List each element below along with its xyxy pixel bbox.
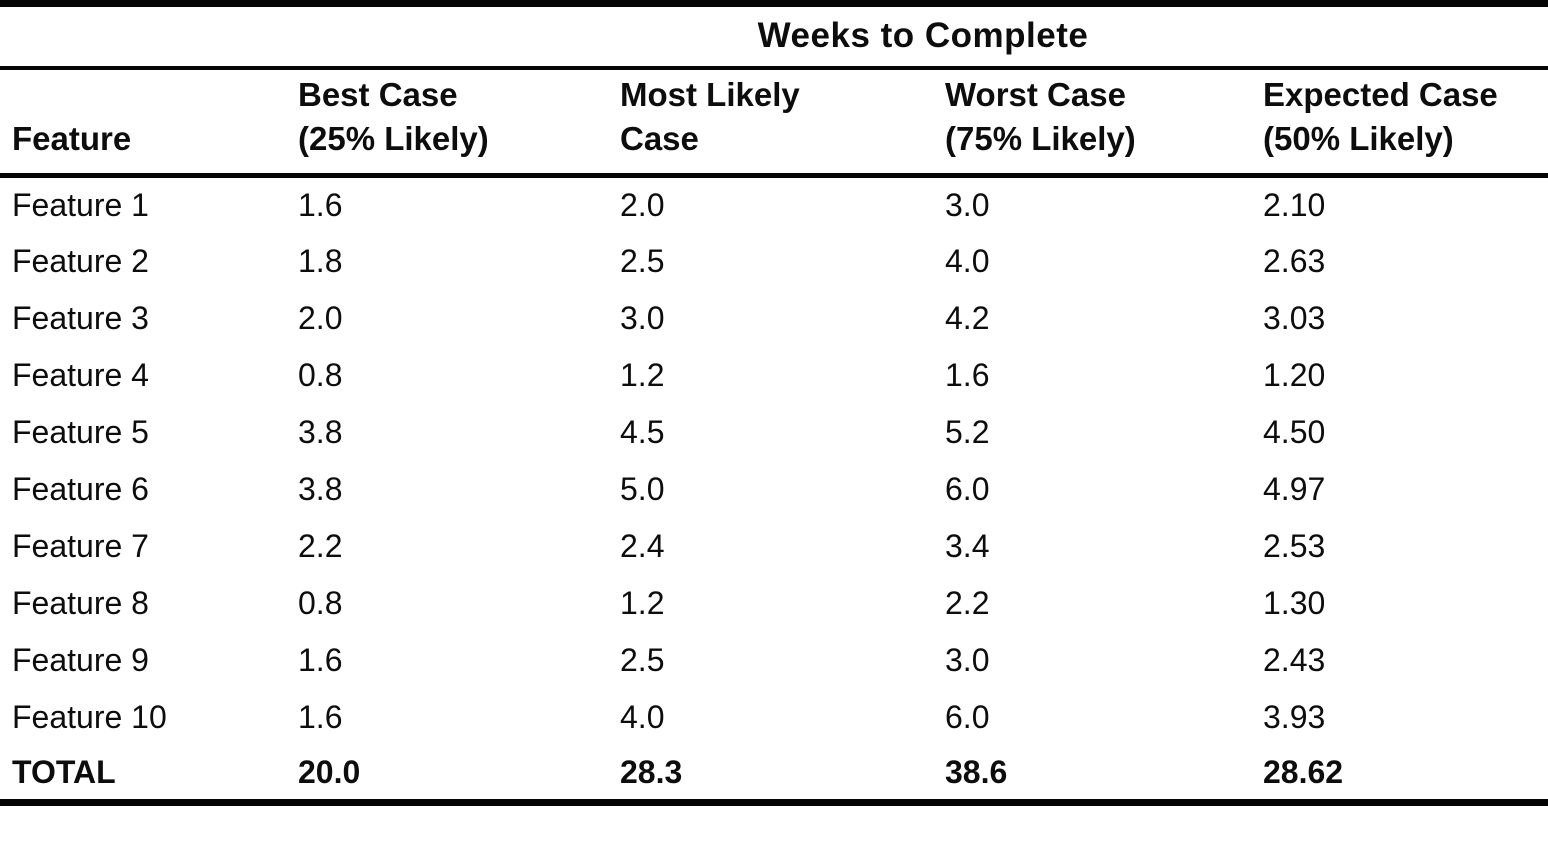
feature-cell: Feature 2	[12, 242, 149, 279]
most-likely-case-cell: 2.5	[620, 641, 665, 678]
best-case-cell: 3.8	[298, 470, 343, 507]
table-row: Feature 8 0.8 1.2 2.2 1.30	[0, 575, 1548, 632]
column-header-line: Most Likely	[620, 76, 800, 113]
feature-cell: Feature 6	[12, 470, 149, 507]
worst-case-cell: 6.0	[945, 470, 990, 507]
most-likely-case-cell: 2.4	[620, 527, 665, 564]
worst-case-cell: 38.6	[945, 745, 1263, 806]
spanning-header-spacer	[0, 3, 298, 70]
weeks-to-complete-table: Weeks to Complete Feature Best Case (25%…	[0, 0, 1548, 806]
most-likely-case-cell: 28.3	[620, 745, 945, 806]
column-header-line: Best Case	[298, 76, 458, 113]
best-case-cell: 20.0	[298, 745, 620, 806]
expected-case-cell: 2.63	[1263, 242, 1326, 279]
most-likely-case-cell: 3.0	[620, 299, 665, 336]
most-likely-case-cell: 1.2	[620, 356, 665, 393]
worst-case-cell: 5.2	[945, 413, 990, 450]
expected-case-cell: 1.20	[1263, 356, 1326, 393]
table-row: Feature 2 1.8 2.5 4.0 2.63	[0, 233, 1548, 290]
expected-case-cell: 2.10	[1263, 186, 1326, 223]
table-row: Feature 10 1.6 4.0 6.0 3.93	[0, 689, 1548, 746]
feature-cell: Feature 4	[12, 356, 149, 393]
feature-cell: Feature 1	[12, 186, 149, 223]
most-likely-case-cell: 4.5	[620, 413, 665, 450]
expected-case-cell: 3.93	[1263, 698, 1326, 735]
column-header-line: Case	[620, 120, 699, 157]
column-header-expected-case: Expected Case (50% Likely)	[1263, 67, 1548, 178]
feature-cell: Feature 5	[12, 413, 149, 450]
worst-case-cell: 4.2	[945, 299, 990, 336]
total-row: TOTAL 20.0 28.3 38.6 28.62	[0, 745, 1548, 806]
most-likely-case-cell: 1.2	[620, 584, 665, 621]
feature-cell: TOTAL	[0, 745, 298, 806]
worst-case-cell: 3.4	[945, 527, 990, 564]
table-row: Feature 9 1.6 2.5 3.0 2.43	[0, 632, 1548, 689]
table-title: Weeks to Complete	[298, 3, 1548, 70]
feature-cell: Feature 7	[12, 527, 149, 564]
most-likely-case-cell: 2.5	[620, 242, 665, 279]
best-case-cell: 0.8	[298, 584, 343, 621]
best-case-cell: 1.6	[298, 698, 343, 735]
expected-case-cell: 1.30	[1263, 584, 1326, 621]
feature-cell: Feature 10	[12, 698, 167, 735]
most-likely-case-cell: 2.0	[620, 186, 665, 223]
worst-case-cell: 3.0	[945, 641, 990, 678]
best-case-cell: 1.6	[298, 641, 343, 678]
table-body: Feature 1 1.6 2.0 3.0 2.10 Feature 2 1.8…	[0, 176, 1548, 806]
column-header-line: (25% Likely)	[298, 120, 489, 157]
table-row: Feature 7 2.2 2.4 3.4 2.53	[0, 518, 1548, 575]
worst-case-cell: 6.0	[945, 698, 990, 735]
expected-case-cell: 28.62	[1263, 745, 1548, 806]
feature-cell: Feature 8	[12, 584, 149, 621]
worst-case-cell: 2.2	[945, 584, 990, 621]
worst-case-cell: 4.0	[945, 242, 990, 279]
table-row: Feature 6 3.8 5.0 6.0 4.97	[0, 461, 1548, 518]
table-row: Feature 1 1.6 2.0 3.0 2.10	[0, 176, 1548, 233]
best-case-cell: 0.8	[298, 356, 343, 393]
most-likely-case-cell: 4.0	[620, 698, 665, 735]
best-case-cell: 1.8	[298, 242, 343, 279]
column-header-row: Feature Best Case (25% Likely) Most Like…	[0, 67, 1548, 178]
most-likely-case-cell: 5.0	[620, 470, 665, 507]
best-case-cell: 1.6	[298, 186, 343, 223]
best-case-cell: 2.2	[298, 527, 343, 564]
expected-case-cell: 4.97	[1263, 470, 1326, 507]
expected-case-cell: 2.53	[1263, 527, 1326, 564]
table-row: Feature 3 2.0 3.0 4.2 3.03	[0, 290, 1548, 347]
expected-case-cell: 2.43	[1263, 641, 1326, 678]
table-row: Feature 4 0.8 1.2 1.6 1.20	[0, 347, 1548, 404]
column-header-most-likely-case: Most Likely Case	[620, 67, 945, 178]
column-header-line: (50% Likely)	[1263, 120, 1454, 157]
worst-case-cell: 3.0	[945, 186, 990, 223]
column-header-feature: Feature	[0, 67, 298, 178]
worst-case-cell: 1.6	[945, 356, 990, 393]
column-header-line: Worst Case	[945, 76, 1126, 113]
table-row: Feature 5 3.8 4.5 5.2 4.50	[0, 404, 1548, 461]
best-case-cell: 2.0	[298, 299, 343, 336]
column-header-best-case: Best Case (25% Likely)	[298, 67, 620, 178]
feature-cell: Feature 9	[12, 641, 149, 678]
column-header-worst-case: Worst Case (75% Likely)	[945, 67, 1263, 178]
column-header-line: Expected Case	[1263, 76, 1498, 113]
table-header: Weeks to Complete Feature Best Case (25%…	[0, 3, 1548, 178]
expected-case-cell: 3.03	[1263, 299, 1326, 336]
expected-case-cell: 4.50	[1263, 413, 1326, 450]
spanning-header-row: Weeks to Complete	[0, 3, 1548, 70]
column-header-line: (75% Likely)	[945, 120, 1136, 157]
best-case-cell: 3.8	[298, 413, 343, 450]
feature-cell: Feature 3	[12, 299, 149, 336]
